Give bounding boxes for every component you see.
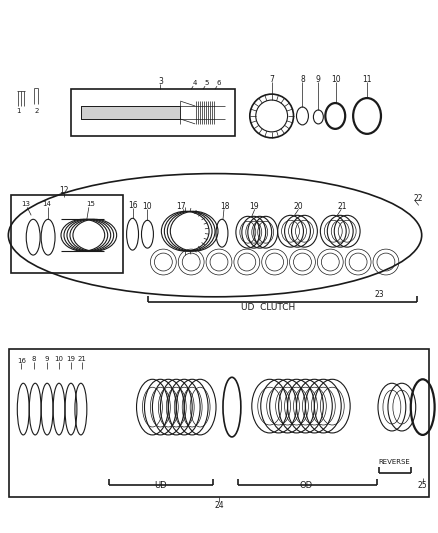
Text: 6: 6 [217,80,221,86]
Text: 10: 10 [54,357,64,362]
Text: UD: UD [154,481,167,490]
Text: 16: 16 [17,358,26,365]
Text: 19: 19 [67,357,75,362]
Text: 22: 22 [414,194,424,203]
Text: 17: 17 [177,202,186,211]
Text: 23: 23 [374,290,384,300]
Bar [71,89,235,136]
Text: 15: 15 [86,201,95,207]
Text: 20: 20 [294,202,303,211]
Text: 10: 10 [332,75,341,84]
Text: 3: 3 [158,77,163,86]
Bar [81,106,180,119]
Text: 5: 5 [205,80,209,86]
Text: 2: 2 [35,108,39,114]
Text: 12: 12 [59,186,69,195]
Text: 9: 9 [45,357,49,362]
Text: 16: 16 [128,201,138,210]
Text: UD  CLUTCH: UD CLUTCH [240,303,295,312]
Bar [11,196,123,273]
Text: 8: 8 [300,75,305,84]
Text: REVERSE: REVERSE [378,459,410,465]
Bar [9,350,429,497]
Text: 24: 24 [214,501,224,510]
Text: 25: 25 [418,481,427,490]
Text: 19: 19 [249,202,258,211]
Text: 11: 11 [362,75,372,84]
Text: 8: 8 [32,357,36,362]
Text: 21: 21 [78,357,86,362]
Text: 4: 4 [193,80,198,86]
Text: 13: 13 [21,201,30,207]
Text: 1: 1 [16,108,21,114]
Text: 18: 18 [220,202,230,211]
Text: 7: 7 [269,75,274,84]
Text: OD: OD [300,481,313,490]
Text: 9: 9 [316,75,321,84]
Text: 21: 21 [337,202,347,211]
Bar [81,106,180,119]
Text: 14: 14 [42,201,52,207]
Text: 10: 10 [143,202,152,211]
